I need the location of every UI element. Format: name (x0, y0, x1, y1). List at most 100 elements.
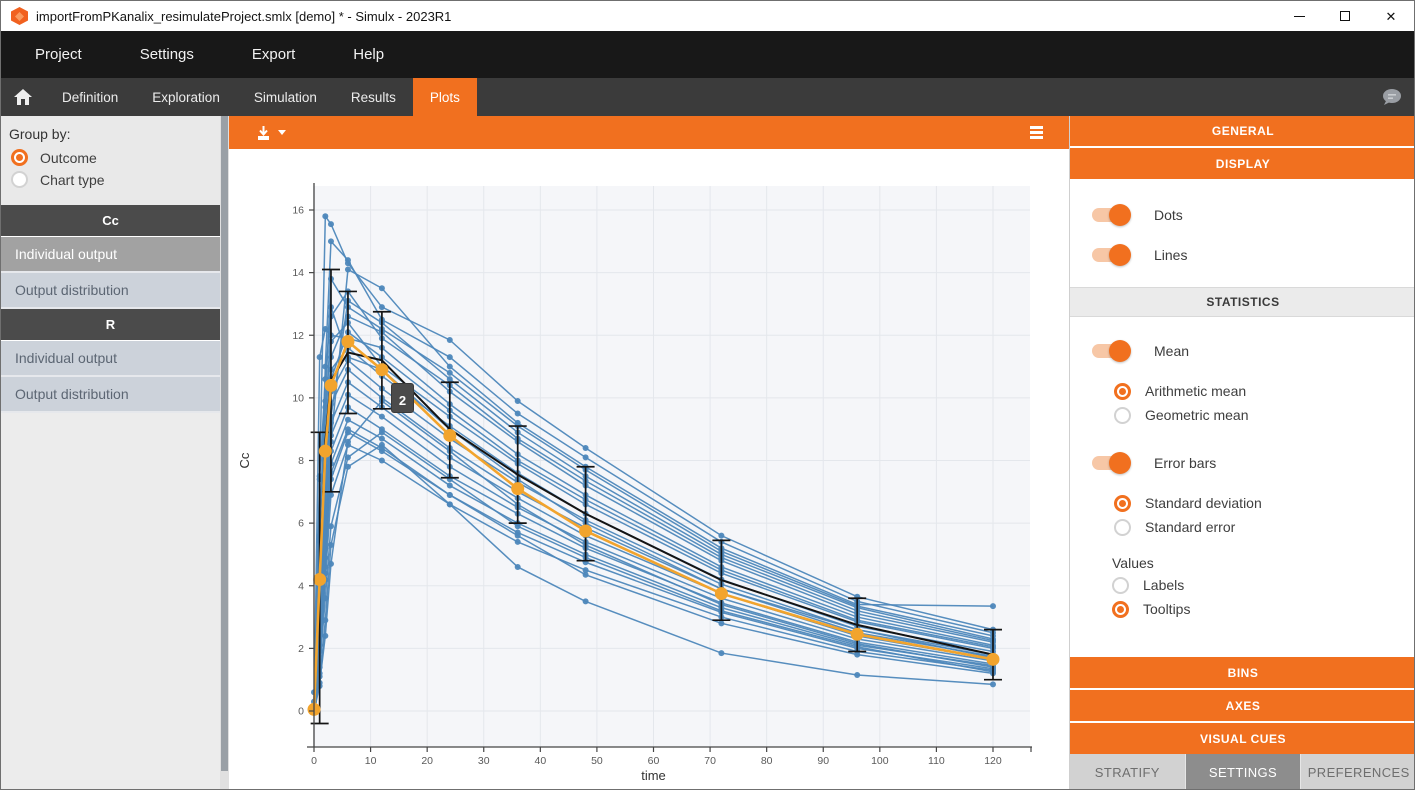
mean-toggle[interactable] (1092, 340, 1131, 362)
geometric-mean-option[interactable]: Geometric mean (1114, 403, 1414, 427)
individual-dot (327, 523, 334, 530)
individual-dot (344, 463, 351, 470)
highlight-dot (986, 652, 1000, 666)
section-bins[interactable]: BINS (1070, 657, 1414, 688)
panel-spacer (1070, 621, 1414, 657)
radio-values-tooltips[interactable] (1112, 600, 1129, 618)
menu-project[interactable]: Project (35, 46, 82, 63)
individual-dot (322, 398, 329, 405)
highlight-dot (341, 335, 355, 349)
values-tooltips-option[interactable]: Tooltips (1112, 597, 1414, 621)
section-visual-cues[interactable]: VISUAL CUES (1070, 723, 1414, 754)
window-title: importFromPKanalix_resimulateProject.sml… (36, 8, 452, 24)
dots-toggle-row[interactable]: Dots (1092, 195, 1414, 235)
radio-outcome[interactable] (11, 149, 28, 166)
tab-simulation[interactable]: Simulation (253, 89, 317, 105)
home-button[interactable] (1, 78, 45, 116)
menu-settings[interactable]: Settings (139, 46, 194, 63)
individual-dot (718, 650, 725, 657)
radio-chart-type[interactable] (11, 171, 28, 188)
individual-dot (344, 257, 351, 264)
tab-preferences[interactable]: PREFERENCES (1300, 754, 1414, 789)
individual-dot (582, 567, 589, 574)
highlight-line (312, 339, 994, 710)
download-icon (258, 125, 269, 140)
section-axes[interactable]: AXES (1070, 690, 1414, 721)
sidebar-item-r-individual-output[interactable]: Individual output (1, 341, 220, 377)
y-axis-title: Cc (237, 452, 252, 468)
individual-line (313, 327, 994, 712)
sidebar-item-r-output-distribution[interactable]: Output distribution (1, 377, 220, 413)
individual-dot (378, 413, 385, 420)
dots-toggle[interactable] (1092, 204, 1131, 226)
individual-dot (322, 617, 329, 624)
individual-dot (327, 221, 334, 228)
radio-arithmetic-mean[interactable] (1114, 382, 1131, 400)
plot-menu-button[interactable] (1030, 126, 1043, 139)
group-by-chart-type[interactable]: Chart type (11, 171, 212, 188)
standard-error-option[interactable]: Standard error (1114, 515, 1414, 539)
radio-standard-deviation[interactable] (1114, 494, 1131, 512)
arithmetic-mean-label: Arithmetic mean (1145, 383, 1247, 399)
sidebar-item-cc-individual-output[interactable]: Individual output (1, 237, 220, 273)
maximize-button[interactable] (1322, 1, 1368, 31)
home-icon (14, 89, 32, 105)
close-button[interactable]: ✕ (1368, 1, 1414, 31)
dots-label: Dots (1154, 207, 1183, 223)
lines-toggle-row[interactable]: Lines (1092, 235, 1414, 275)
mean-toggle-row[interactable]: Mean (1092, 331, 1414, 371)
tab-exploration[interactable]: Exploration (152, 89, 220, 105)
y-tick-label: 12 (292, 330, 304, 342)
section-general[interactable]: GENERAL (1070, 116, 1414, 146)
radio-standard-error[interactable] (1114, 518, 1131, 536)
individual-dot (854, 651, 861, 658)
individual-line (313, 306, 994, 712)
section-display[interactable]: DISPLAY (1070, 148, 1414, 179)
sidebar-scrollbar-thumb[interactable] (221, 116, 228, 771)
y-tick-label: 4 (298, 580, 304, 592)
individual-dot (322, 325, 329, 332)
menu-help[interactable]: Help (353, 46, 385, 63)
tab-plots[interactable]: Plots (412, 78, 477, 116)
individual-dot (582, 454, 589, 461)
individual-line (313, 428, 994, 712)
statistics-settings: Mean Arithmetic mean Geometric mean Erro… (1070, 317, 1414, 621)
individual-dot (446, 482, 453, 489)
individual-line (313, 418, 994, 712)
arithmetic-mean-option[interactable]: Arithmetic mean (1114, 379, 1414, 403)
individual-dot (718, 620, 725, 627)
feedback-button[interactable] (1370, 78, 1414, 116)
radio-geometric-mean[interactable] (1114, 406, 1131, 424)
tab-settings[interactable]: SETTINGS (1184, 754, 1301, 789)
sidebar-item-cc-output-distribution[interactable]: Output distribution (1, 273, 220, 309)
individual-dot (344, 441, 351, 448)
individual-dot (344, 416, 351, 423)
individual-output-chart[interactable]: 0 2 4 6 8 10 12 14 16 0 10 20 30 40 50 60 70 80 90 100 110 12… (229, 149, 1069, 790)
x-tick-label: 10 (365, 755, 377, 767)
values-labels-option[interactable]: Labels (1112, 573, 1414, 597)
display-settings: Dots Lines (1070, 181, 1414, 287)
error-bars-toggle[interactable] (1092, 452, 1131, 474)
standard-deviation-option[interactable]: Standard deviation (1114, 491, 1414, 515)
x-tick-label: 80 (761, 755, 773, 767)
tab-results[interactable]: Results (350, 89, 396, 105)
tab-definition[interactable]: Definition (62, 89, 119, 105)
y-tick-label: 14 (292, 267, 304, 279)
error-bars-toggle-row[interactable]: Error bars (1092, 443, 1414, 483)
minimize-button[interactable] (1276, 1, 1322, 31)
tab-stratify[interactable]: STRATIFY (1094, 765, 1160, 780)
values-label: Values (1112, 555, 1154, 571)
export-plot-button[interactable] (255, 125, 286, 141)
individual-dot (446, 363, 453, 370)
group-by-outcome[interactable]: Outcome (11, 149, 212, 166)
lines-toggle[interactable] (1092, 244, 1131, 266)
radio-values-labels[interactable] (1112, 576, 1129, 594)
menu-export[interactable]: Export (251, 46, 296, 63)
lines-label: Lines (1154, 247, 1188, 263)
chat-bubble-icon (1383, 89, 1401, 105)
individual-line (313, 431, 994, 712)
individual-dot (854, 671, 861, 678)
y-tick-label: 10 (292, 392, 304, 404)
highlight-dot (324, 378, 338, 392)
sidebar-scrollbar[interactable] (220, 116, 229, 789)
